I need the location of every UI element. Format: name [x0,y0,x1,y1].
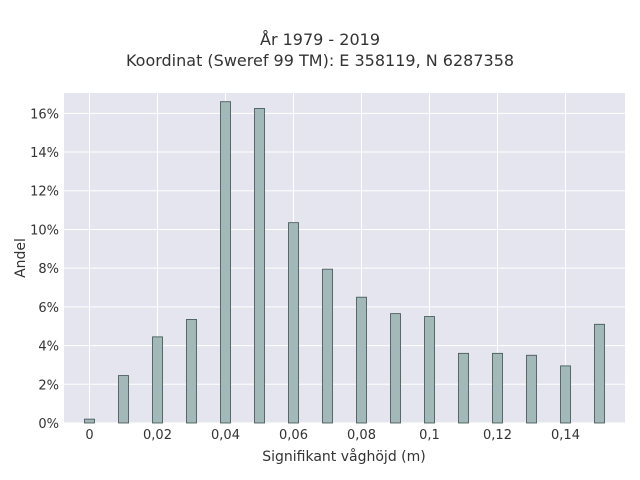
bar [526,354,537,424]
y-tick-label: 0% [38,417,59,432]
bar [322,268,333,424]
y-tick-label: 6% [38,301,59,316]
bar [560,365,571,424]
chart-subtitle: Koordinat (Sweref 99 TM): E 358119, N 62… [125,51,515,70]
y-tick-label: 2% [38,378,59,393]
bar [288,222,299,424]
bar [220,101,231,424]
x-tick-label: 0 [85,428,93,443]
y-tick-label: 14% [30,146,59,161]
bar [254,108,265,424]
y-axis-label: Andel [13,238,29,278]
bar [492,352,503,424]
plot-area [64,93,625,423]
x-tick-label: 0,08 [347,428,376,443]
y-tick-label: 4% [38,340,59,355]
tick-labels: 0% 2% 4% 6% 8% 10% 12% 14% 16% 0 0,02 0,04 0,06 0,08 0… [30,107,580,443]
y-tick-label: 16% [30,107,59,122]
x-tick-label: 0,02 [143,428,172,443]
chart-title: År 1979 - 2019 [260,30,380,49]
x-tick-label: 0,1 [419,428,440,443]
bar [84,418,95,424]
bar [458,352,469,424]
x-tick-label: 0,04 [211,428,240,443]
bars [84,101,605,424]
bar [390,313,401,424]
x-tick-label: 0,06 [279,428,308,443]
x-axis-label: Signifikant våghöjd (m) [262,448,425,465]
x-tick-label: 0,14 [551,428,580,443]
x-tick-label: 0,12 [483,428,512,443]
bar [118,375,129,424]
bar [356,296,367,424]
y-tick-label: 12% [30,185,59,200]
y-tick-label: 8% [38,262,59,277]
y-tick-label: 10% [30,223,59,238]
bar [424,316,435,424]
bar [186,319,197,424]
bar [594,323,605,424]
bar [152,336,163,424]
